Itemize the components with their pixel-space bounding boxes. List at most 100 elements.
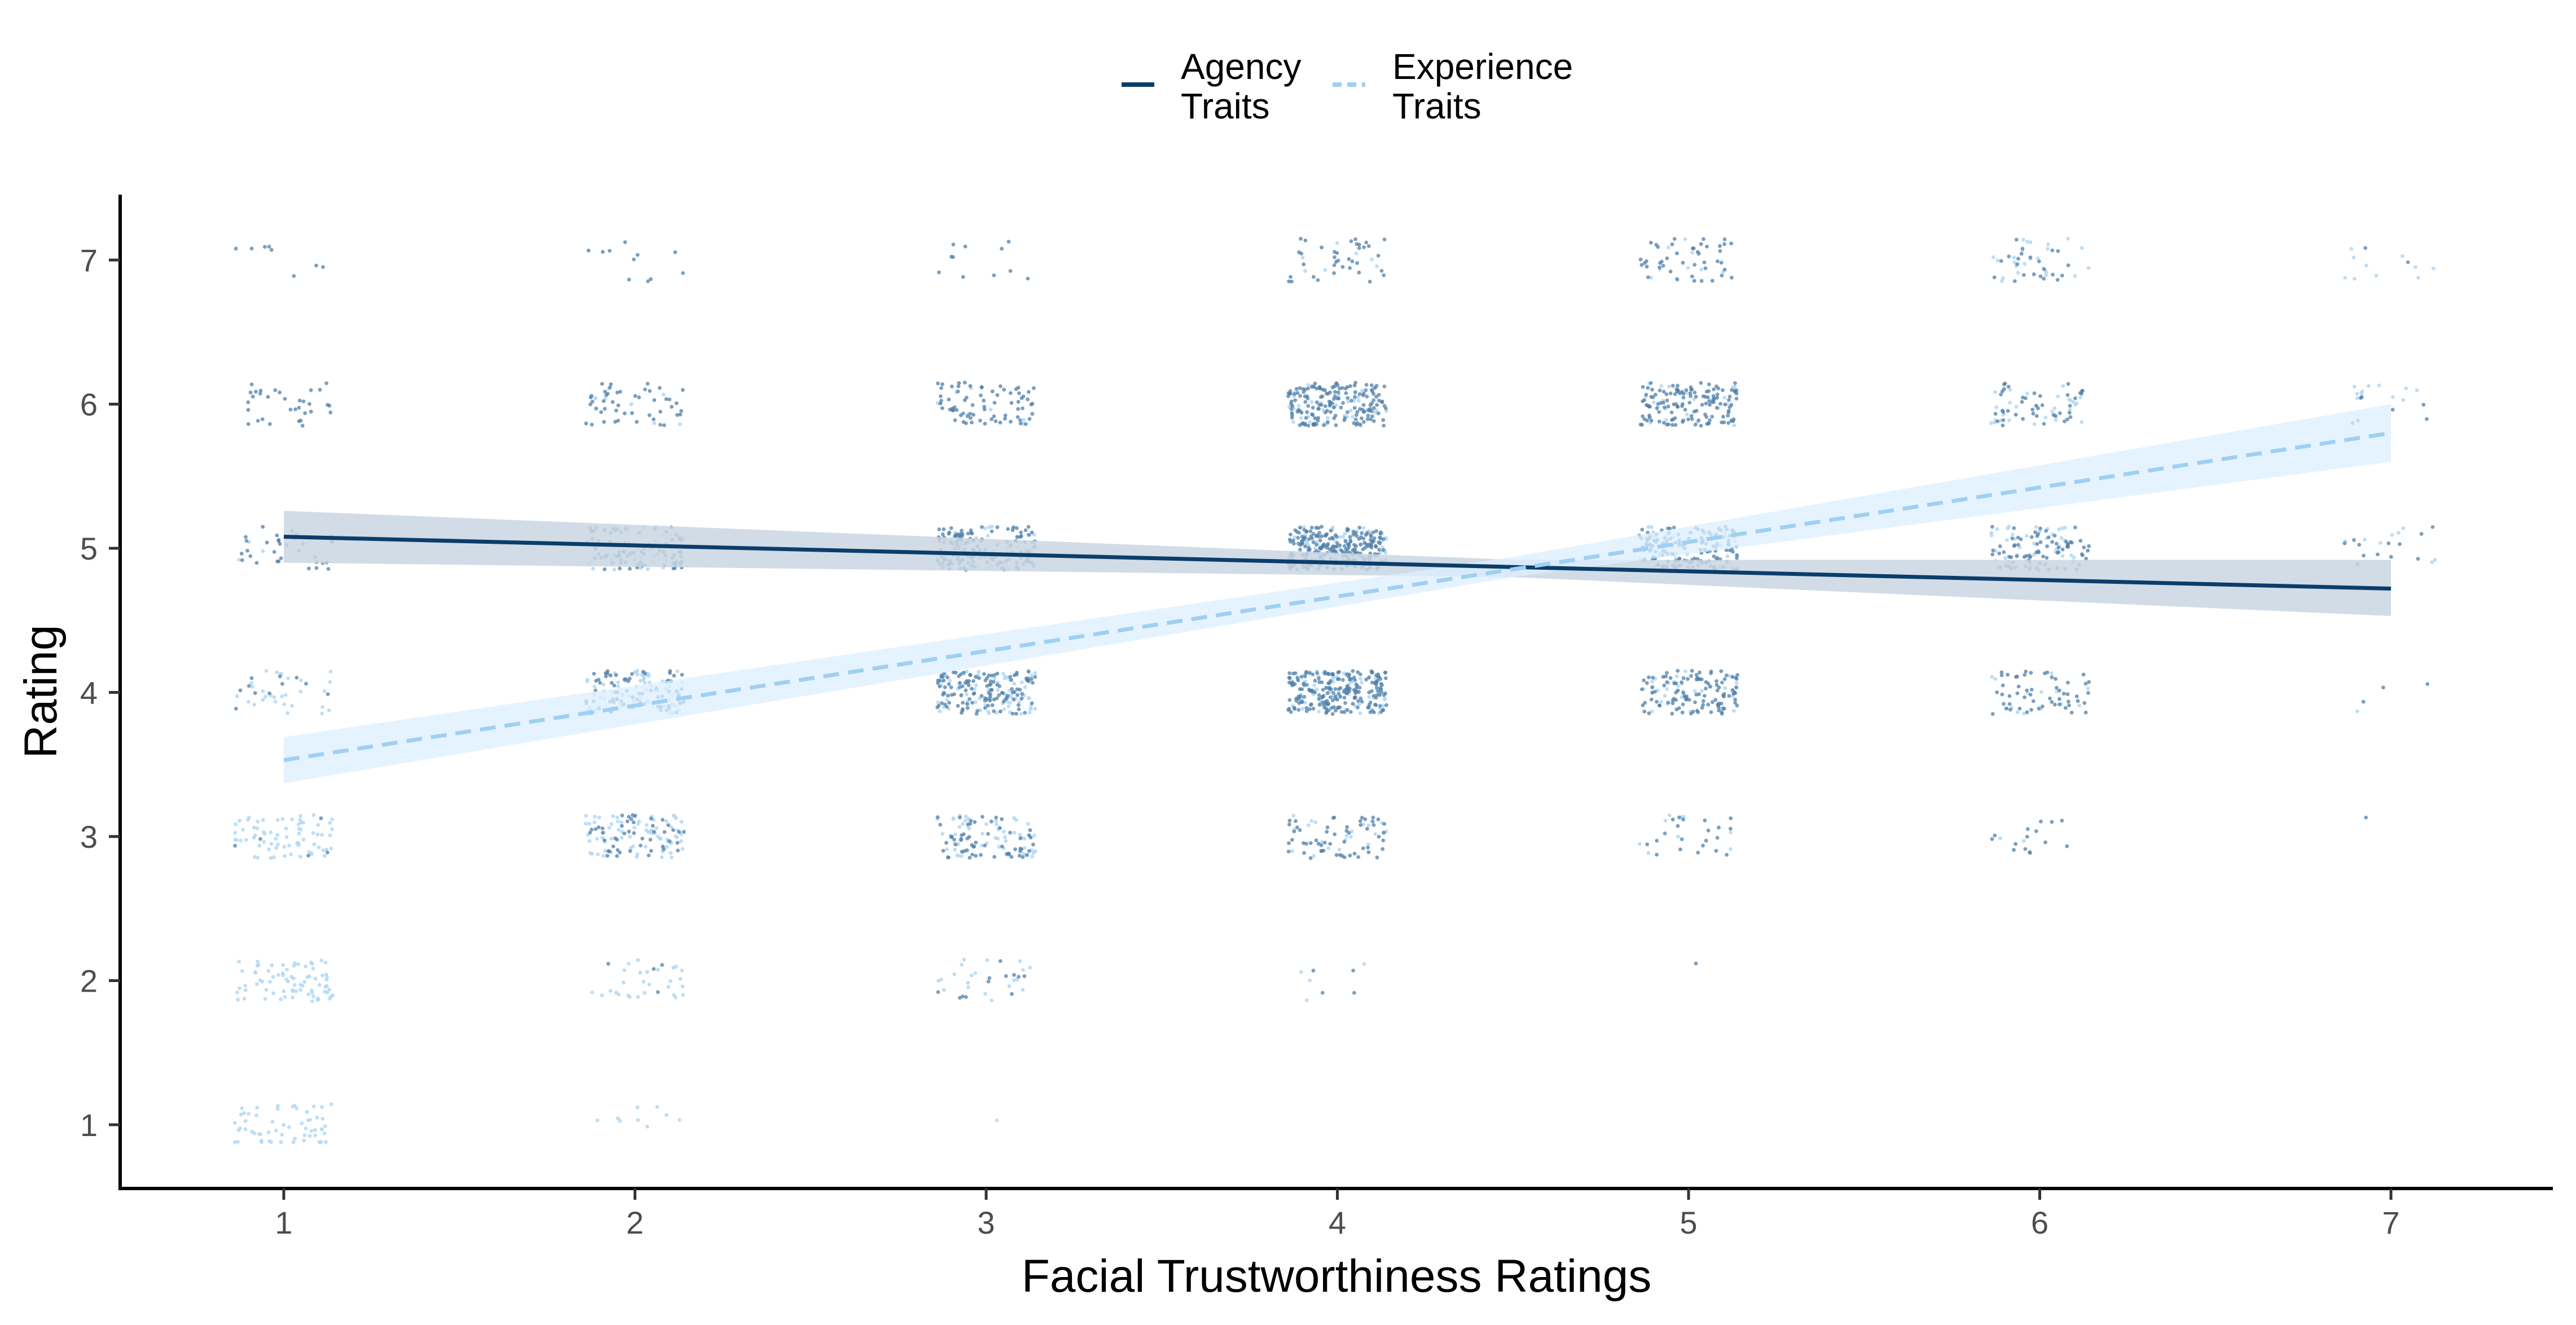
experience-point: [263, 997, 267, 1001]
agency-point: [652, 967, 656, 971]
agency-point: [1338, 694, 1343, 699]
agency-point: [2048, 696, 2052, 701]
agency-point: [614, 408, 618, 413]
agency-point: [244, 535, 248, 539]
experience-point: [1367, 695, 1371, 699]
experience-point: [1012, 681, 1017, 686]
agency-point: [957, 381, 961, 385]
experience-point: [592, 820, 596, 825]
experience-point: [1344, 834, 1349, 838]
agency-point: [1675, 277, 1679, 281]
experience-point: [1001, 829, 1006, 834]
agency-point: [647, 413, 652, 417]
agency-point: [1329, 410, 1333, 414]
experience-point: [240, 969, 244, 973]
agency-point: [1649, 419, 1654, 422]
experience-point: [2060, 554, 2065, 558]
agency-point: [261, 525, 265, 529]
agency-point: [1689, 674, 1693, 678]
agency-point: [998, 959, 1003, 963]
agency-point: [590, 422, 594, 427]
experience-point: [595, 1118, 600, 1122]
experience-point: [680, 969, 684, 973]
experience-point: [255, 826, 260, 831]
agency-point: [1642, 710, 1647, 714]
experience-point: [269, 1140, 273, 1144]
experience-point: [2061, 384, 2065, 388]
agency-point: [2012, 526, 2016, 530]
experience-point: [2001, 276, 2005, 280]
agency-point: [1343, 701, 1347, 705]
agency-point: [1328, 695, 1333, 699]
agency-point: [1293, 528, 1298, 532]
agency-point: [2040, 705, 2045, 708]
agency-point: [1032, 386, 1036, 390]
agency-point: [2056, 545, 2061, 549]
agency-point: [1308, 547, 1312, 552]
agency-point: [1676, 824, 1680, 828]
experience-point: [260, 1140, 264, 1144]
experience-point: [323, 1124, 327, 1128]
experience-point: [1667, 245, 1671, 249]
agency-point: [1357, 392, 1362, 396]
experience-point: [952, 972, 957, 976]
agency-point: [596, 825, 601, 830]
agency-point: [1287, 538, 1292, 542]
agency-point: [660, 963, 664, 967]
agency-point: [1696, 418, 1701, 422]
agency-point: [1668, 391, 1673, 395]
experience-point: [587, 839, 592, 843]
agency-point: [1704, 839, 1708, 843]
agency-point: [1348, 535, 1352, 539]
agency-point: [942, 527, 946, 531]
experience-point: [2032, 422, 2037, 426]
agency-point: [1299, 675, 1304, 679]
experience-point: [284, 826, 288, 831]
agency-point: [1651, 676, 1655, 680]
agency-point: [1313, 679, 1317, 683]
experience-point: [266, 969, 271, 973]
agency-point: [2068, 415, 2073, 419]
agency-point: [1365, 394, 1369, 399]
agency-point: [1325, 532, 1329, 536]
agency-point: [974, 675, 978, 679]
experience-point: [1667, 384, 1671, 389]
agency-point: [1378, 686, 1383, 690]
agency-point: [249, 246, 254, 250]
agency-point: [1730, 388, 1734, 392]
agency-point: [1370, 414, 1374, 419]
experience-point: [2401, 398, 2406, 402]
experience-point: [256, 959, 260, 964]
agency-point: [1325, 830, 1329, 834]
experience-point: [2054, 418, 2058, 422]
agency-point: [2037, 259, 2041, 263]
experience-point: [2021, 237, 2025, 242]
agency-point: [1000, 844, 1004, 848]
agency-point: [1287, 698, 1292, 702]
experience-point: [324, 972, 328, 977]
agency-point: [986, 703, 990, 708]
agency-point: [635, 420, 639, 424]
agency-point: [1708, 418, 1712, 422]
y-tick-label: 6: [80, 387, 98, 422]
agency-point: [1291, 671, 1295, 676]
agency-point: [1715, 683, 1719, 687]
experience-point: [304, 965, 308, 969]
agency-point: [2066, 542, 2071, 546]
experience-point: [960, 854, 964, 859]
experience-point: [2016, 271, 2020, 275]
experience-point: [592, 685, 597, 689]
agency-point: [1378, 531, 1383, 536]
agency-point: [1371, 419, 1376, 423]
agency-point: [584, 421, 588, 426]
experience-point: [590, 991, 594, 994]
experience-point: [1018, 833, 1022, 837]
experience-point: [1375, 264, 1379, 268]
agency-point: [1348, 853, 1352, 858]
agency-point: [1351, 702, 1355, 706]
agency-point: [1338, 543, 1342, 548]
agency-point: [254, 389, 258, 394]
experience-point: [328, 833, 332, 838]
agency-point: [1331, 672, 1335, 676]
agency-point: [1340, 386, 1344, 390]
